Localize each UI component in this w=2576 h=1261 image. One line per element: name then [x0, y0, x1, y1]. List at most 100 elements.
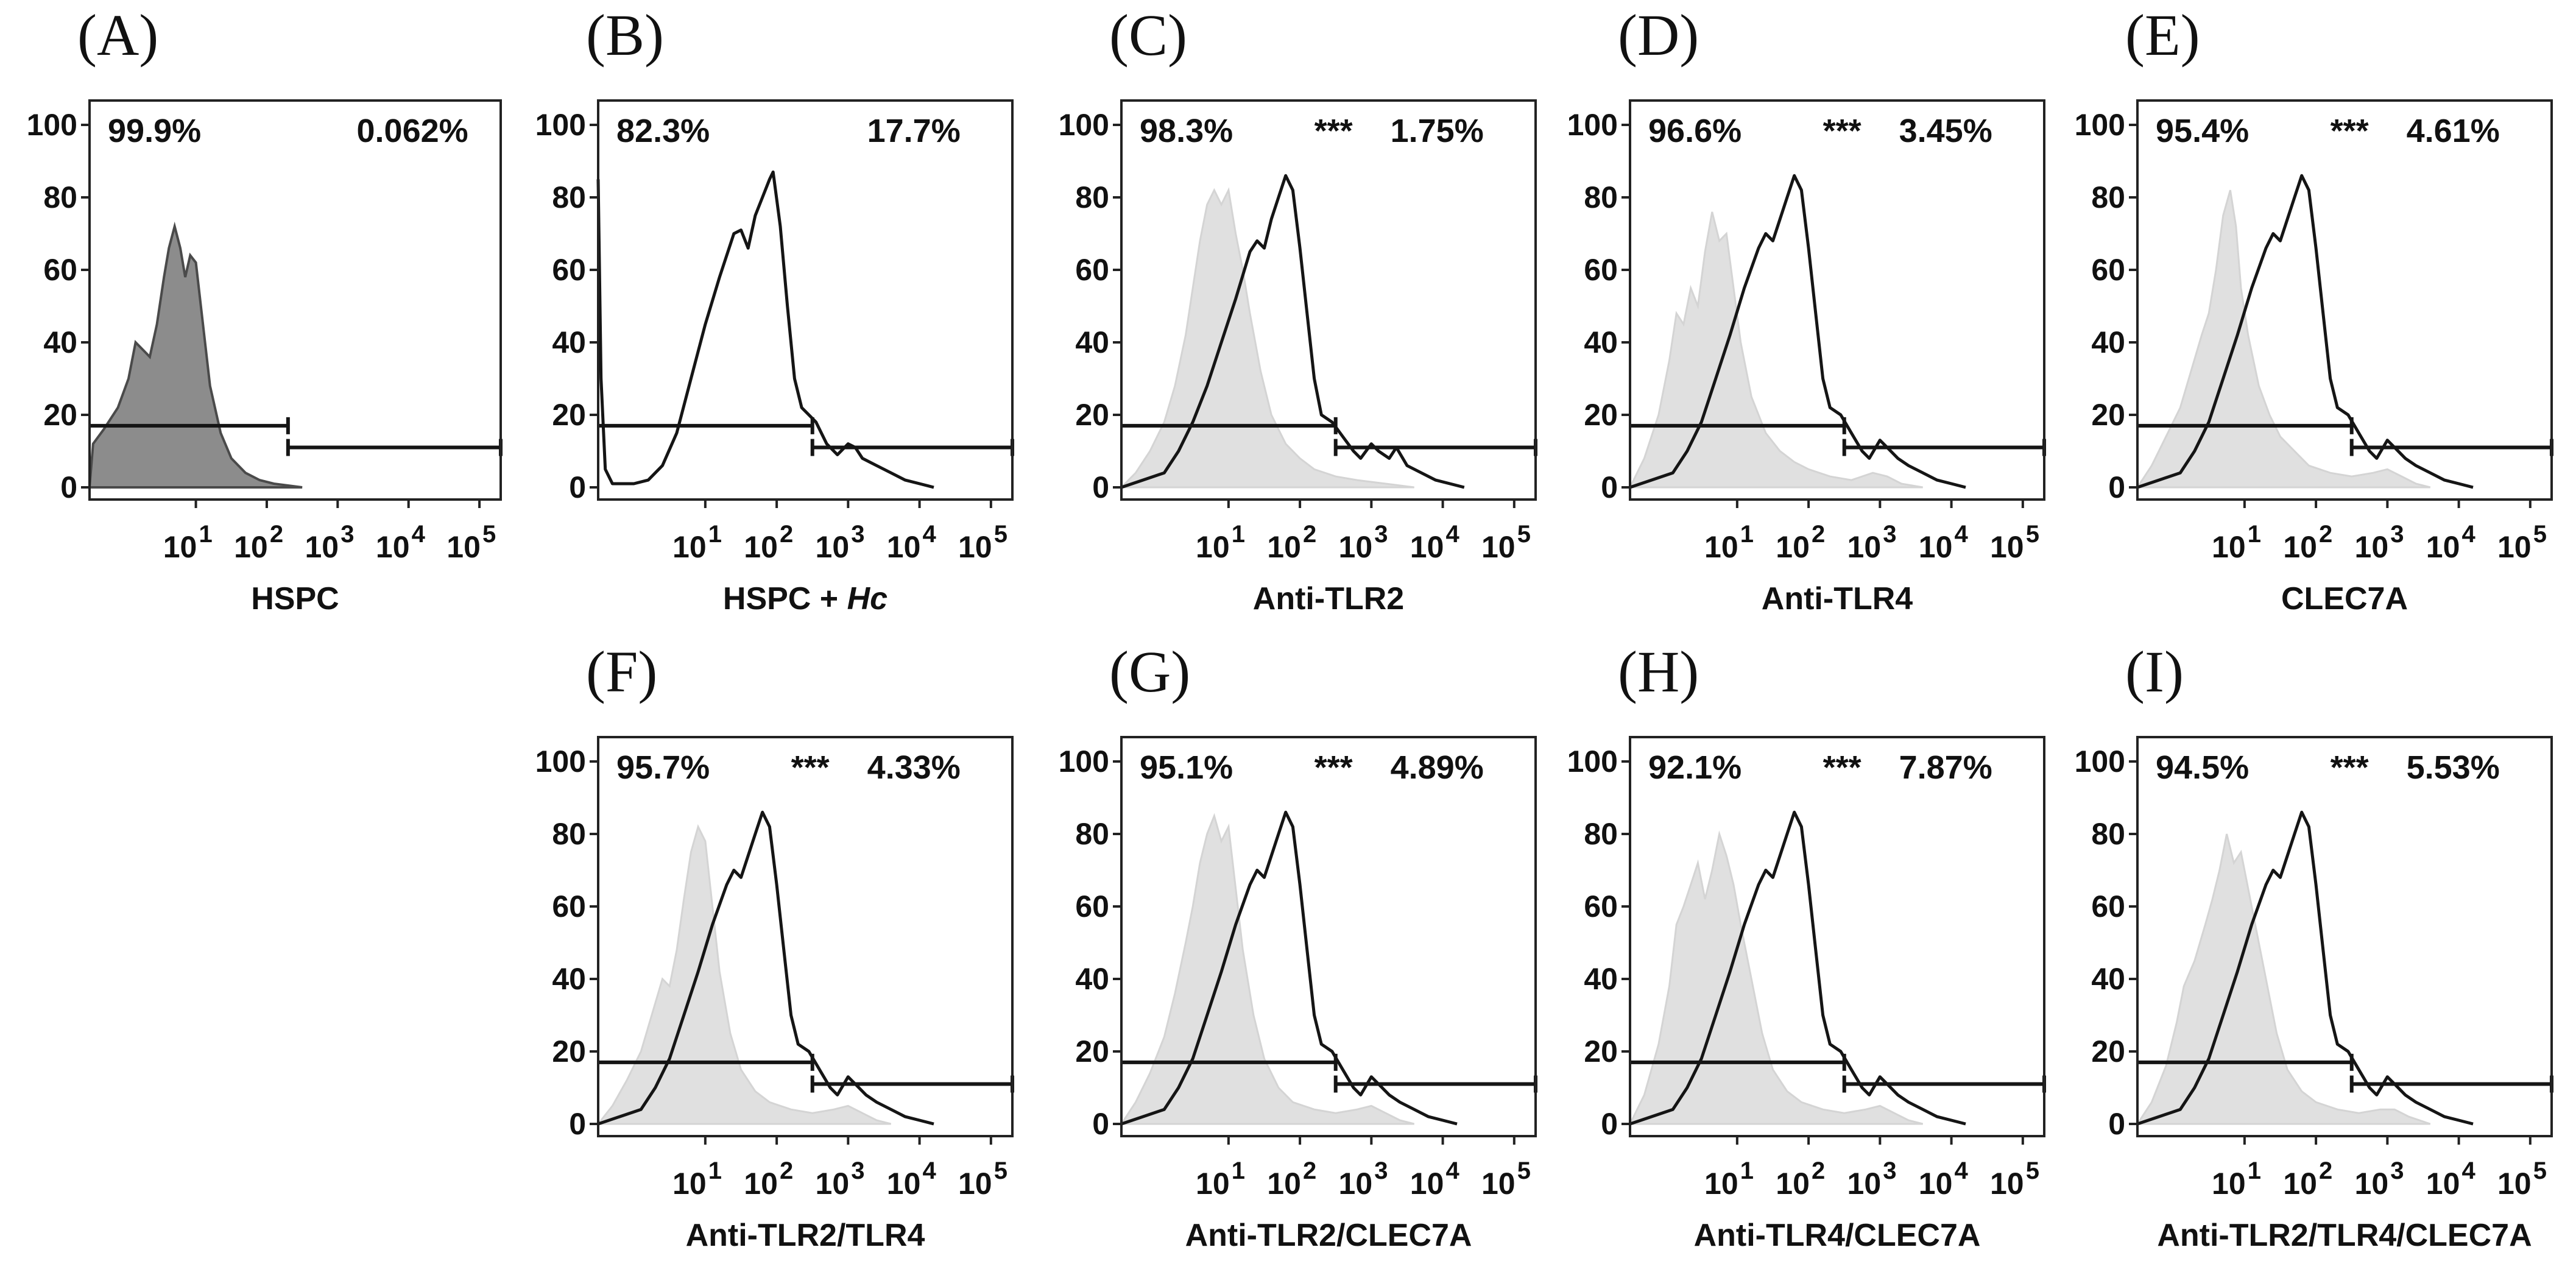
- plot-frame: [1120, 99, 1537, 501]
- x-tick-exponent: 2: [780, 521, 793, 548]
- panel-letter: (B): [586, 2, 664, 68]
- negative-percentage: 99.9%: [108, 113, 201, 149]
- significance-marker: ***: [2331, 749, 2369, 786]
- y-tick-label: 80: [552, 817, 586, 851]
- x-tick-exponent: 1: [708, 1157, 722, 1184]
- x-tick-exponent: 4: [922, 521, 936, 548]
- x-axis-label: Anti-TLR4: [1762, 581, 1913, 616]
- plot-frame: [1120, 736, 1537, 1137]
- x-tick-exponent: 2: [780, 1157, 793, 1184]
- y-tick-label: 20: [1584, 1034, 1618, 1068]
- x-tick-exponent: 1: [1740, 1157, 1754, 1184]
- x-tick-label: 10: [2355, 1167, 2389, 1201]
- x-tick-label: 10: [672, 530, 707, 564]
- y-tick-label: 100: [535, 744, 586, 779]
- y-tick-label: 20: [1584, 398, 1618, 432]
- y-tick-label: 100: [1567, 108, 1618, 142]
- x-axis-label: HSPC + Hc: [723, 581, 887, 616]
- y-tick-label: 0: [60, 470, 77, 504]
- x-tick-exponent: 1: [199, 521, 212, 548]
- x-axis-label: CLEC7A: [2281, 581, 2408, 616]
- positive-percentage: 17.7%: [867, 113, 961, 149]
- x-tick-label: 10: [1990, 1167, 2024, 1201]
- x-axis-label: Anti-TLR2/CLEC7A: [1185, 1218, 1472, 1253]
- y-tick-label: 40: [552, 325, 586, 359]
- x-tick-label: 10: [2497, 530, 2532, 564]
- y-tick-label: 0: [2108, 470, 2125, 504]
- negative-percentage: 96.6%: [1648, 113, 1741, 149]
- panel-letter: (A): [77, 2, 158, 68]
- x-axis-label: Anti-TLR2/TLR4/CLEC7A: [2157, 1218, 2532, 1253]
- y-tick-label: 20: [2091, 1034, 2125, 1068]
- panel-letter: (D): [1618, 2, 1699, 68]
- y-tick-label: 0: [1092, 470, 1109, 504]
- x-tick-label: 10: [1481, 530, 1516, 564]
- x-tick-label: 10: [2212, 1167, 2246, 1201]
- x-tick-exponent: 4: [1954, 521, 1968, 548]
- positive-percentage: 1.75%: [1391, 113, 1484, 149]
- sample-histogram: [2137, 810, 2474, 1126]
- y-tick-label: 40: [1584, 962, 1618, 996]
- plot-frame: [597, 99, 1014, 501]
- positive-percentage: 7.87%: [1899, 749, 1992, 786]
- sample-histogram: [596, 170, 934, 489]
- positive-percentage: 4.61%: [2407, 113, 2500, 149]
- x-tick-label: 10: [376, 530, 410, 564]
- x-axis-label: Anti-TLR2: [1253, 581, 1404, 616]
- x-tick-exponent: 4: [412, 521, 426, 548]
- x-tick-label: 10: [1410, 530, 1444, 564]
- x-tick-label: 10: [744, 1167, 778, 1201]
- panel-letter: (C): [1109, 2, 1187, 68]
- x-axis-label: Anti-TLR2/TLR4: [686, 1218, 925, 1253]
- x-tick-exponent: 4: [922, 1157, 936, 1184]
- significance-marker: ***: [1314, 749, 1353, 786]
- x-tick-exponent: 3: [2390, 521, 2404, 548]
- x-tick-exponent: 2: [1303, 521, 1316, 548]
- x-tick-exponent: 2: [1303, 1157, 1316, 1184]
- sample-histogram: [1629, 174, 1966, 489]
- x-tick-label: 10: [816, 1167, 850, 1201]
- x-tick-exponent: 3: [851, 1157, 864, 1184]
- y-tick-label: 80: [2091, 817, 2125, 851]
- plot-frame: [1629, 99, 2045, 501]
- positive-percentage: 0.062%: [357, 113, 468, 149]
- y-tick-label: 40: [552, 962, 586, 996]
- x-tick-label: 10: [1847, 1167, 1882, 1201]
- y-tick-label: 20: [1075, 398, 1109, 432]
- x-tick-label: 10: [958, 530, 992, 564]
- x-tick-label: 10: [816, 530, 850, 564]
- x-tick-label: 10: [446, 530, 481, 564]
- significance-marker: ***: [1823, 113, 1861, 149]
- sample-histogram: [598, 810, 934, 1126]
- x-tick-exponent: 4: [1954, 1157, 1968, 1184]
- control-histogram: [88, 221, 303, 489]
- negative-percentage: 94.5%: [2156, 749, 2249, 786]
- y-tick-label: 40: [1075, 325, 1109, 359]
- plot-frame: [1629, 736, 2045, 1137]
- x-tick-exponent: 4: [2461, 1157, 2475, 1184]
- y-tick-label: 60: [1584, 889, 1618, 924]
- x-tick-label: 10: [2283, 1167, 2317, 1201]
- x-tick-exponent: 3: [341, 521, 354, 548]
- plot-frame: [2136, 736, 2553, 1137]
- x-tick-exponent: 5: [1517, 521, 1531, 548]
- y-tick-label: 0: [2108, 1107, 2125, 1141]
- x-tick-exponent: 5: [2533, 1157, 2547, 1184]
- y-tick-label: 20: [43, 398, 77, 432]
- x-tick-exponent: 4: [2461, 521, 2475, 548]
- y-tick-label: 80: [2091, 180, 2125, 214]
- x-tick-label: 10: [305, 530, 339, 564]
- y-tick-label: 0: [1092, 1107, 1109, 1141]
- y-tick-label: 80: [1075, 817, 1109, 851]
- x-tick-label: 10: [1704, 1167, 1738, 1201]
- y-tick-label: 80: [43, 180, 77, 214]
- y-tick-label: 100: [535, 108, 586, 142]
- x-tick-exponent: 1: [708, 521, 722, 548]
- y-tick-label: 20: [552, 398, 586, 432]
- y-tick-label: 100: [2075, 744, 2125, 779]
